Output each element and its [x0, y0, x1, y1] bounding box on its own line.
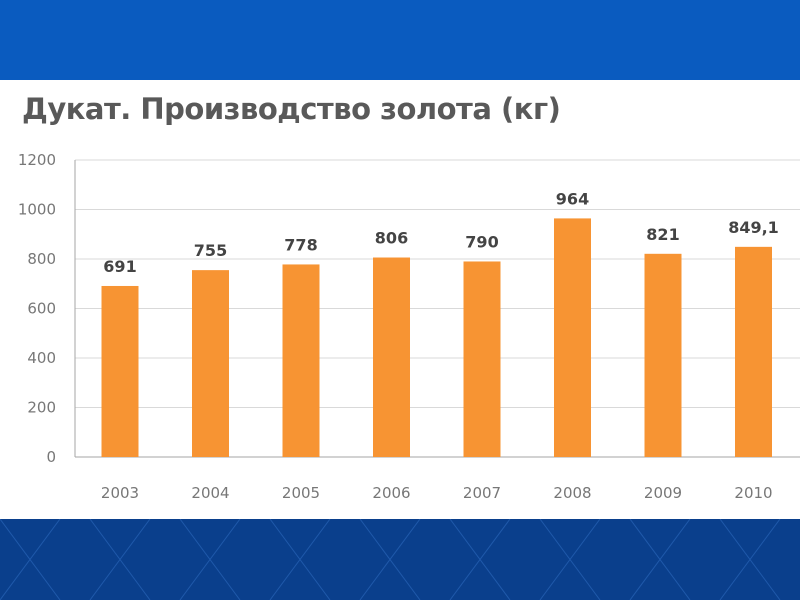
y-tick-label: 1200	[18, 151, 56, 169]
bar	[373, 257, 410, 457]
footer-pattern	[0, 519, 781, 600]
data-label: 806	[375, 229, 408, 248]
y-tick-label: 200	[27, 399, 56, 417]
data-label: 821	[646, 225, 679, 244]
axis-ticks: 0 200 400 600 800 1000 1200 2003 2004 2005 2006 200…	[18, 151, 773, 502]
y-tick-label: 400	[27, 349, 56, 367]
bar	[282, 264, 320, 457]
header-band	[0, 0, 800, 80]
y-tick-label: 1000	[18, 201, 56, 219]
x-tick-label: 2008	[553, 484, 591, 502]
y-tick-label: 800	[27, 250, 56, 268]
bar	[192, 270, 229, 457]
bar	[554, 218, 591, 457]
y-tick-label: 600	[27, 300, 56, 318]
x-tick-label: 2009	[644, 484, 682, 502]
bar	[463, 261, 501, 457]
x-tick-label: 2006	[372, 484, 410, 502]
data-label: 964	[556, 189, 589, 208]
x-tick-label: 2010	[734, 484, 772, 502]
bar	[101, 285, 139, 457]
x-tick-label: 2007	[463, 484, 501, 502]
bar	[735, 246, 772, 457]
x-tick-label: 2003	[101, 484, 139, 502]
x-tick-label: 2005	[282, 484, 320, 502]
data-label: 849,1	[728, 218, 779, 237]
bar	[644, 253, 682, 457]
data-labels: 691 755 778 806 790 964 821 849,1	[103, 189, 779, 276]
y-tick-label: 0	[46, 448, 56, 466]
bars	[101, 218, 772, 457]
data-label: 691	[103, 257, 136, 276]
data-label: 755	[194, 241, 227, 260]
x-tick-label: 2004	[191, 484, 229, 502]
footer-band	[0, 519, 800, 600]
gridlines	[74, 159, 800, 458]
data-label: 778	[284, 235, 317, 254]
chart-title: Дукат. Производство золота (кг)	[22, 92, 561, 126]
data-label: 790	[465, 232, 498, 251]
